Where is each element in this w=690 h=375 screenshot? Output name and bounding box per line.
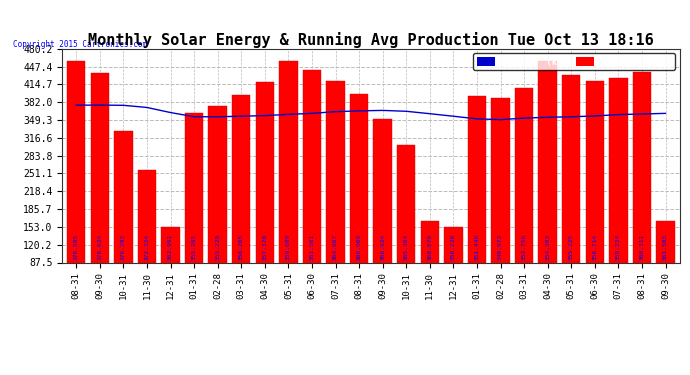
Text: 355.229: 355.229 — [215, 234, 220, 260]
Text: 351.446: 351.446 — [475, 234, 480, 260]
Bar — [161, 227, 179, 310]
Text: 356.265: 356.265 — [239, 234, 244, 260]
Text: 352.756: 352.756 — [522, 234, 526, 260]
Text: 359.609: 359.609 — [286, 234, 291, 260]
Text: 376.624: 376.624 — [97, 234, 102, 260]
Bar — [303, 70, 321, 310]
Text: 364.607: 364.607 — [333, 234, 338, 260]
Text: 372.324: 372.324 — [144, 234, 150, 260]
Text: 362.991: 362.991 — [168, 234, 173, 260]
Text: 361.503: 361.503 — [663, 234, 668, 260]
Legend: Average  (kWh), Monthly  (kWh): Average (kWh), Monthly (kWh) — [473, 53, 675, 70]
Text: 360.879: 360.879 — [427, 234, 433, 260]
Bar — [444, 227, 462, 310]
Bar — [468, 96, 486, 310]
Text: 349.972: 349.972 — [498, 234, 503, 260]
Text: 366.924: 366.924 — [380, 234, 385, 260]
Text: 356.714: 356.714 — [592, 234, 598, 260]
Text: 365.304: 365.304 — [404, 234, 408, 260]
Bar — [656, 221, 675, 310]
Bar — [373, 118, 392, 310]
Text: Copyright 2015 Cartronics.com: Copyright 2015 Cartronics.com — [12, 40, 147, 49]
Bar — [67, 62, 86, 310]
Bar — [90, 74, 109, 310]
Bar — [515, 88, 533, 310]
Title: Monthly Solar Energy & Running Avg Production Tue Oct 13 18:16: Monthly Solar Energy & Running Avg Produ… — [88, 32, 653, 48]
Text: 355.295: 355.295 — [192, 234, 197, 260]
Bar — [185, 113, 204, 310]
Bar — [421, 221, 439, 310]
Bar — [255, 81, 274, 310]
Text: 357.378: 357.378 — [262, 234, 267, 260]
Text: 355.225: 355.225 — [569, 234, 573, 260]
Bar — [279, 62, 297, 310]
Text: 356.226: 356.226 — [451, 234, 456, 260]
Text: 366.069: 366.069 — [357, 234, 362, 260]
Bar — [586, 81, 604, 310]
Bar — [350, 94, 368, 310]
Text: 360.311: 360.311 — [640, 234, 644, 260]
Text: 354.303: 354.303 — [545, 234, 550, 260]
Bar — [397, 145, 415, 310]
Bar — [208, 106, 227, 310]
Bar — [232, 94, 250, 310]
Text: 376.293: 376.293 — [121, 234, 126, 260]
Bar — [114, 130, 132, 310]
Text: 361.501: 361.501 — [309, 234, 315, 260]
Bar — [491, 98, 510, 310]
Text: 376.595: 376.595 — [74, 234, 79, 260]
Bar — [633, 72, 651, 310]
Text: 359.234: 359.234 — [616, 234, 621, 260]
Bar — [538, 62, 557, 310]
Bar — [609, 78, 628, 310]
Bar — [138, 170, 156, 310]
Bar — [326, 81, 345, 310]
Bar — [562, 75, 580, 310]
